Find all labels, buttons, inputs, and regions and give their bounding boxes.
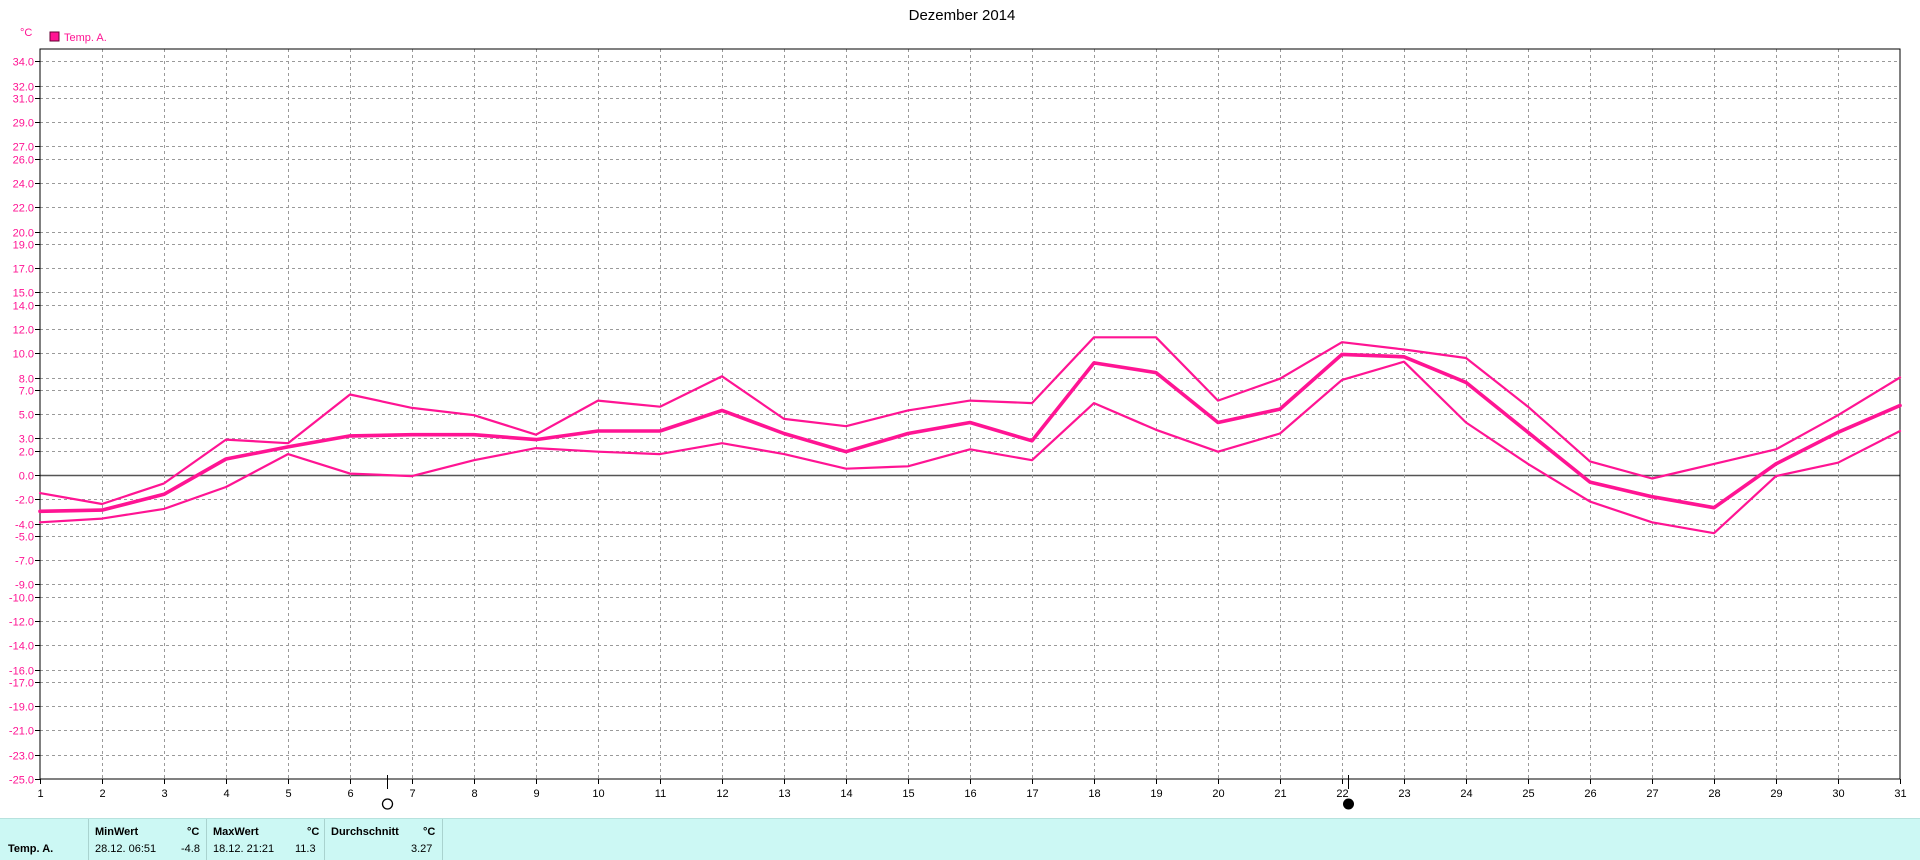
x-tick-label: 14 bbox=[840, 788, 852, 800]
y-tick-label: 20.0 bbox=[13, 228, 34, 240]
max-unit: °C bbox=[307, 826, 320, 838]
x-tick-label: 7 bbox=[409, 788, 415, 800]
y-tick-label: 14.0 bbox=[13, 301, 34, 313]
x-tick-label: 21 bbox=[1274, 788, 1286, 800]
x-tick-label: 20 bbox=[1212, 788, 1224, 800]
x-tick-label: 13 bbox=[778, 788, 790, 800]
x-tick-label: 15 bbox=[902, 788, 914, 800]
x-tick-label: 24 bbox=[1460, 788, 1472, 800]
y-tick-label: 26.0 bbox=[13, 155, 34, 167]
y-tick-label: 2.0 bbox=[19, 447, 34, 459]
x-tick-label: 2 bbox=[99, 788, 105, 800]
min-value: -4.8 bbox=[181, 843, 200, 855]
y-tick-label: 10.0 bbox=[13, 349, 34, 361]
y-tick-label: 22.0 bbox=[13, 203, 34, 215]
legend-label: Temp. A. bbox=[64, 32, 107, 44]
y-tick-label: 32.0 bbox=[13, 82, 34, 94]
y-tick-label: -21.0 bbox=[9, 726, 34, 738]
series-line-max bbox=[38, 336, 1902, 506]
y-tick-label: -4.0 bbox=[15, 520, 34, 532]
full-moon-icon bbox=[381, 798, 394, 810]
avg-value: 3.27 bbox=[411, 843, 433, 855]
avg-header: Durchschnitt bbox=[331, 826, 399, 838]
temperature-chart: Dezember 2014 °C Temp. A. 34.032.031.029… bbox=[9, 7, 1907, 810]
x-tick-label: 29 bbox=[1770, 788, 1782, 800]
x-tick-label: 12 bbox=[716, 788, 728, 800]
y-tick-label: -9.0 bbox=[15, 580, 34, 592]
stats-avg-column: Durchschnitt °C 3.27 bbox=[324, 819, 443, 860]
x-tick-label: 30 bbox=[1832, 788, 1844, 800]
y-tick-label: 8.0 bbox=[19, 374, 34, 386]
x-tick-label: 4 bbox=[223, 788, 229, 800]
y-tick-label: 12.0 bbox=[13, 325, 34, 337]
x-tick-label: 28 bbox=[1708, 788, 1720, 800]
y-axis-unit: °C bbox=[20, 27, 32, 39]
y-tick-label: -7.0 bbox=[15, 556, 34, 568]
y-tick-label: 29.0 bbox=[13, 118, 34, 130]
y-tick-label: -5.0 bbox=[15, 532, 34, 544]
y-tick-label: 31.0 bbox=[13, 94, 34, 106]
legend-swatch bbox=[49, 31, 60, 42]
x-tick-label: 16 bbox=[964, 788, 976, 800]
x-tick-label: 11 bbox=[655, 788, 666, 800]
stats-end-divider bbox=[442, 819, 443, 860]
x-tick-label: 26 bbox=[1584, 788, 1596, 800]
min-header: MinWert bbox=[95, 826, 139, 838]
series-lines bbox=[38, 336, 1902, 535]
x-tick-label: 5 bbox=[285, 788, 291, 800]
y-tick-label: -23.0 bbox=[9, 751, 34, 763]
y-tick-label: -12.0 bbox=[9, 617, 34, 629]
series-line-mean bbox=[38, 352, 1902, 514]
y-tick-label: -17.0 bbox=[9, 678, 34, 690]
max-value: 11.3 bbox=[295, 843, 316, 855]
y-tick-label: 3.0 bbox=[19, 434, 34, 446]
x-tick-label: 23 bbox=[1398, 788, 1410, 800]
max-datetime: 18.12. 21:21 bbox=[213, 843, 275, 855]
x-tick-label: 18 bbox=[1088, 788, 1100, 800]
x-tick-label: 10 bbox=[592, 788, 604, 800]
series-line-min bbox=[38, 360, 1902, 535]
x-tick-label: 22 bbox=[1336, 788, 1348, 800]
x-tick-label: 1 bbox=[37, 788, 43, 800]
statistics-panel: Temp. A. MinWert °C 28.12. 06:51 -4.8 Ma… bbox=[0, 818, 1920, 860]
min-datetime: 28.12. 06:51 bbox=[95, 843, 157, 855]
x-tick-label: 27 bbox=[1646, 788, 1658, 800]
y-tick-label: 0.0 bbox=[19, 471, 34, 483]
y-tick-label: 19.0 bbox=[13, 240, 34, 252]
y-tick-label: 7.0 bbox=[19, 386, 34, 398]
axes: 34.032.031.029.027.026.024.022.020.019.0… bbox=[9, 48, 1907, 800]
y-tick-label: 27.0 bbox=[13, 142, 34, 154]
y-tick-label: 17.0 bbox=[13, 264, 34, 276]
moon-phase-markers bbox=[381, 775, 1354, 810]
y-tick-label: -16.0 bbox=[9, 666, 34, 678]
y-tick-label: 34.0 bbox=[13, 57, 34, 69]
y-tick-label: 24.0 bbox=[13, 179, 34, 191]
x-tick-label: 9 bbox=[533, 788, 539, 800]
y-tick-label: -14.0 bbox=[9, 641, 34, 653]
x-tick-label: 25 bbox=[1522, 788, 1534, 800]
y-tick-label: -25.0 bbox=[9, 775, 34, 787]
x-tick-label: 3 bbox=[161, 788, 167, 800]
y-tick-label: 15.0 bbox=[13, 288, 34, 300]
max-header: MaxWert bbox=[213, 826, 259, 838]
y-tick-label: -10.0 bbox=[9, 593, 34, 605]
stats-max-column: MaxWert °C 18.12. 21:21 11.3 bbox=[206, 819, 325, 860]
x-tick-label: 19 bbox=[1150, 788, 1162, 800]
grid bbox=[40, 49, 1900, 779]
avg-unit: °C bbox=[423, 826, 436, 838]
y-tick-label: 5.0 bbox=[19, 410, 34, 422]
stats-min-column: MinWert °C 28.12. 06:51 -4.8 bbox=[88, 819, 207, 860]
x-tick-label: 8 bbox=[471, 788, 477, 800]
chart-title: Dezember 2014 bbox=[909, 7, 1016, 24]
y-tick-label: -2.0 bbox=[15, 495, 34, 507]
stats-series-label: Temp. A. bbox=[8, 843, 54, 855]
y-tick-label: -19.0 bbox=[9, 702, 34, 714]
x-tick-label: 6 bbox=[347, 788, 353, 800]
new-moon-icon bbox=[1343, 798, 1354, 810]
x-tick-label: 17 bbox=[1026, 788, 1038, 800]
min-unit: °C bbox=[187, 826, 200, 838]
x-tick-label: 31 bbox=[1894, 788, 1906, 800]
